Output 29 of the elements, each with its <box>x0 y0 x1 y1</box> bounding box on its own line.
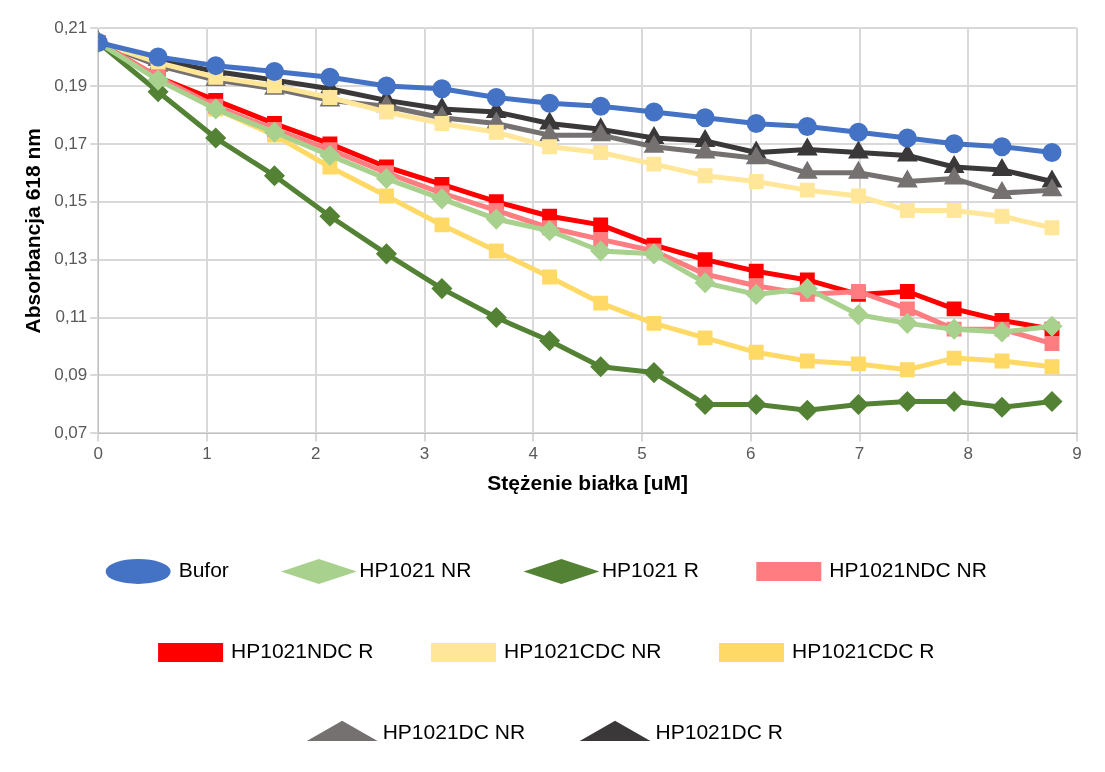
x-tick-label: 2 <box>311 444 321 464</box>
x-tick-label: 6 <box>746 444 756 464</box>
y-tick-label: 0,11 <box>55 307 88 327</box>
y-axis-title: Absorbancja 618 nm <box>21 128 45 334</box>
legend-label: HP1021CDC NR <box>503 639 662 663</box>
y-tick-label: 0,09 <box>54 365 88 385</box>
x-tick-label: 9 <box>1072 444 1082 464</box>
legend-label: HP1021DC R <box>655 720 783 744</box>
x-tick-label: 4 <box>528 444 538 464</box>
legend-label: HP1021 R <box>601 558 699 582</box>
legend-label: HP1021 NR <box>359 558 472 582</box>
legend-label: HP1021CDC R <box>792 639 935 663</box>
y-tick-label: 0,13 <box>54 249 88 269</box>
x-tick-label: 3 <box>419 444 430 464</box>
y-tick-label: 0,17 <box>54 133 88 153</box>
y-tick-label: 0,21 <box>54 17 88 37</box>
legend-label: HP1021NDC NR <box>829 558 987 582</box>
y-tick-label: 0,19 <box>54 75 88 95</box>
x-tick-label: 0 <box>93 444 104 464</box>
y-tick-label: 0,15 <box>54 191 88 211</box>
y-tick-label: 0,07 <box>54 423 88 443</box>
legend-label: HP1021DC NR <box>382 720 526 744</box>
legend-label: Bufor <box>178 558 229 582</box>
x-tick-label: 1 <box>202 444 212 464</box>
x-tick-label: 7 <box>854 444 865 464</box>
x-tick-label: 8 <box>963 444 973 464</box>
x-axis-title: Stężenie białka [uM] <box>487 471 688 495</box>
legend-label: HP1021NDC R <box>231 639 374 663</box>
x-tick-label: 5 <box>637 444 647 464</box>
